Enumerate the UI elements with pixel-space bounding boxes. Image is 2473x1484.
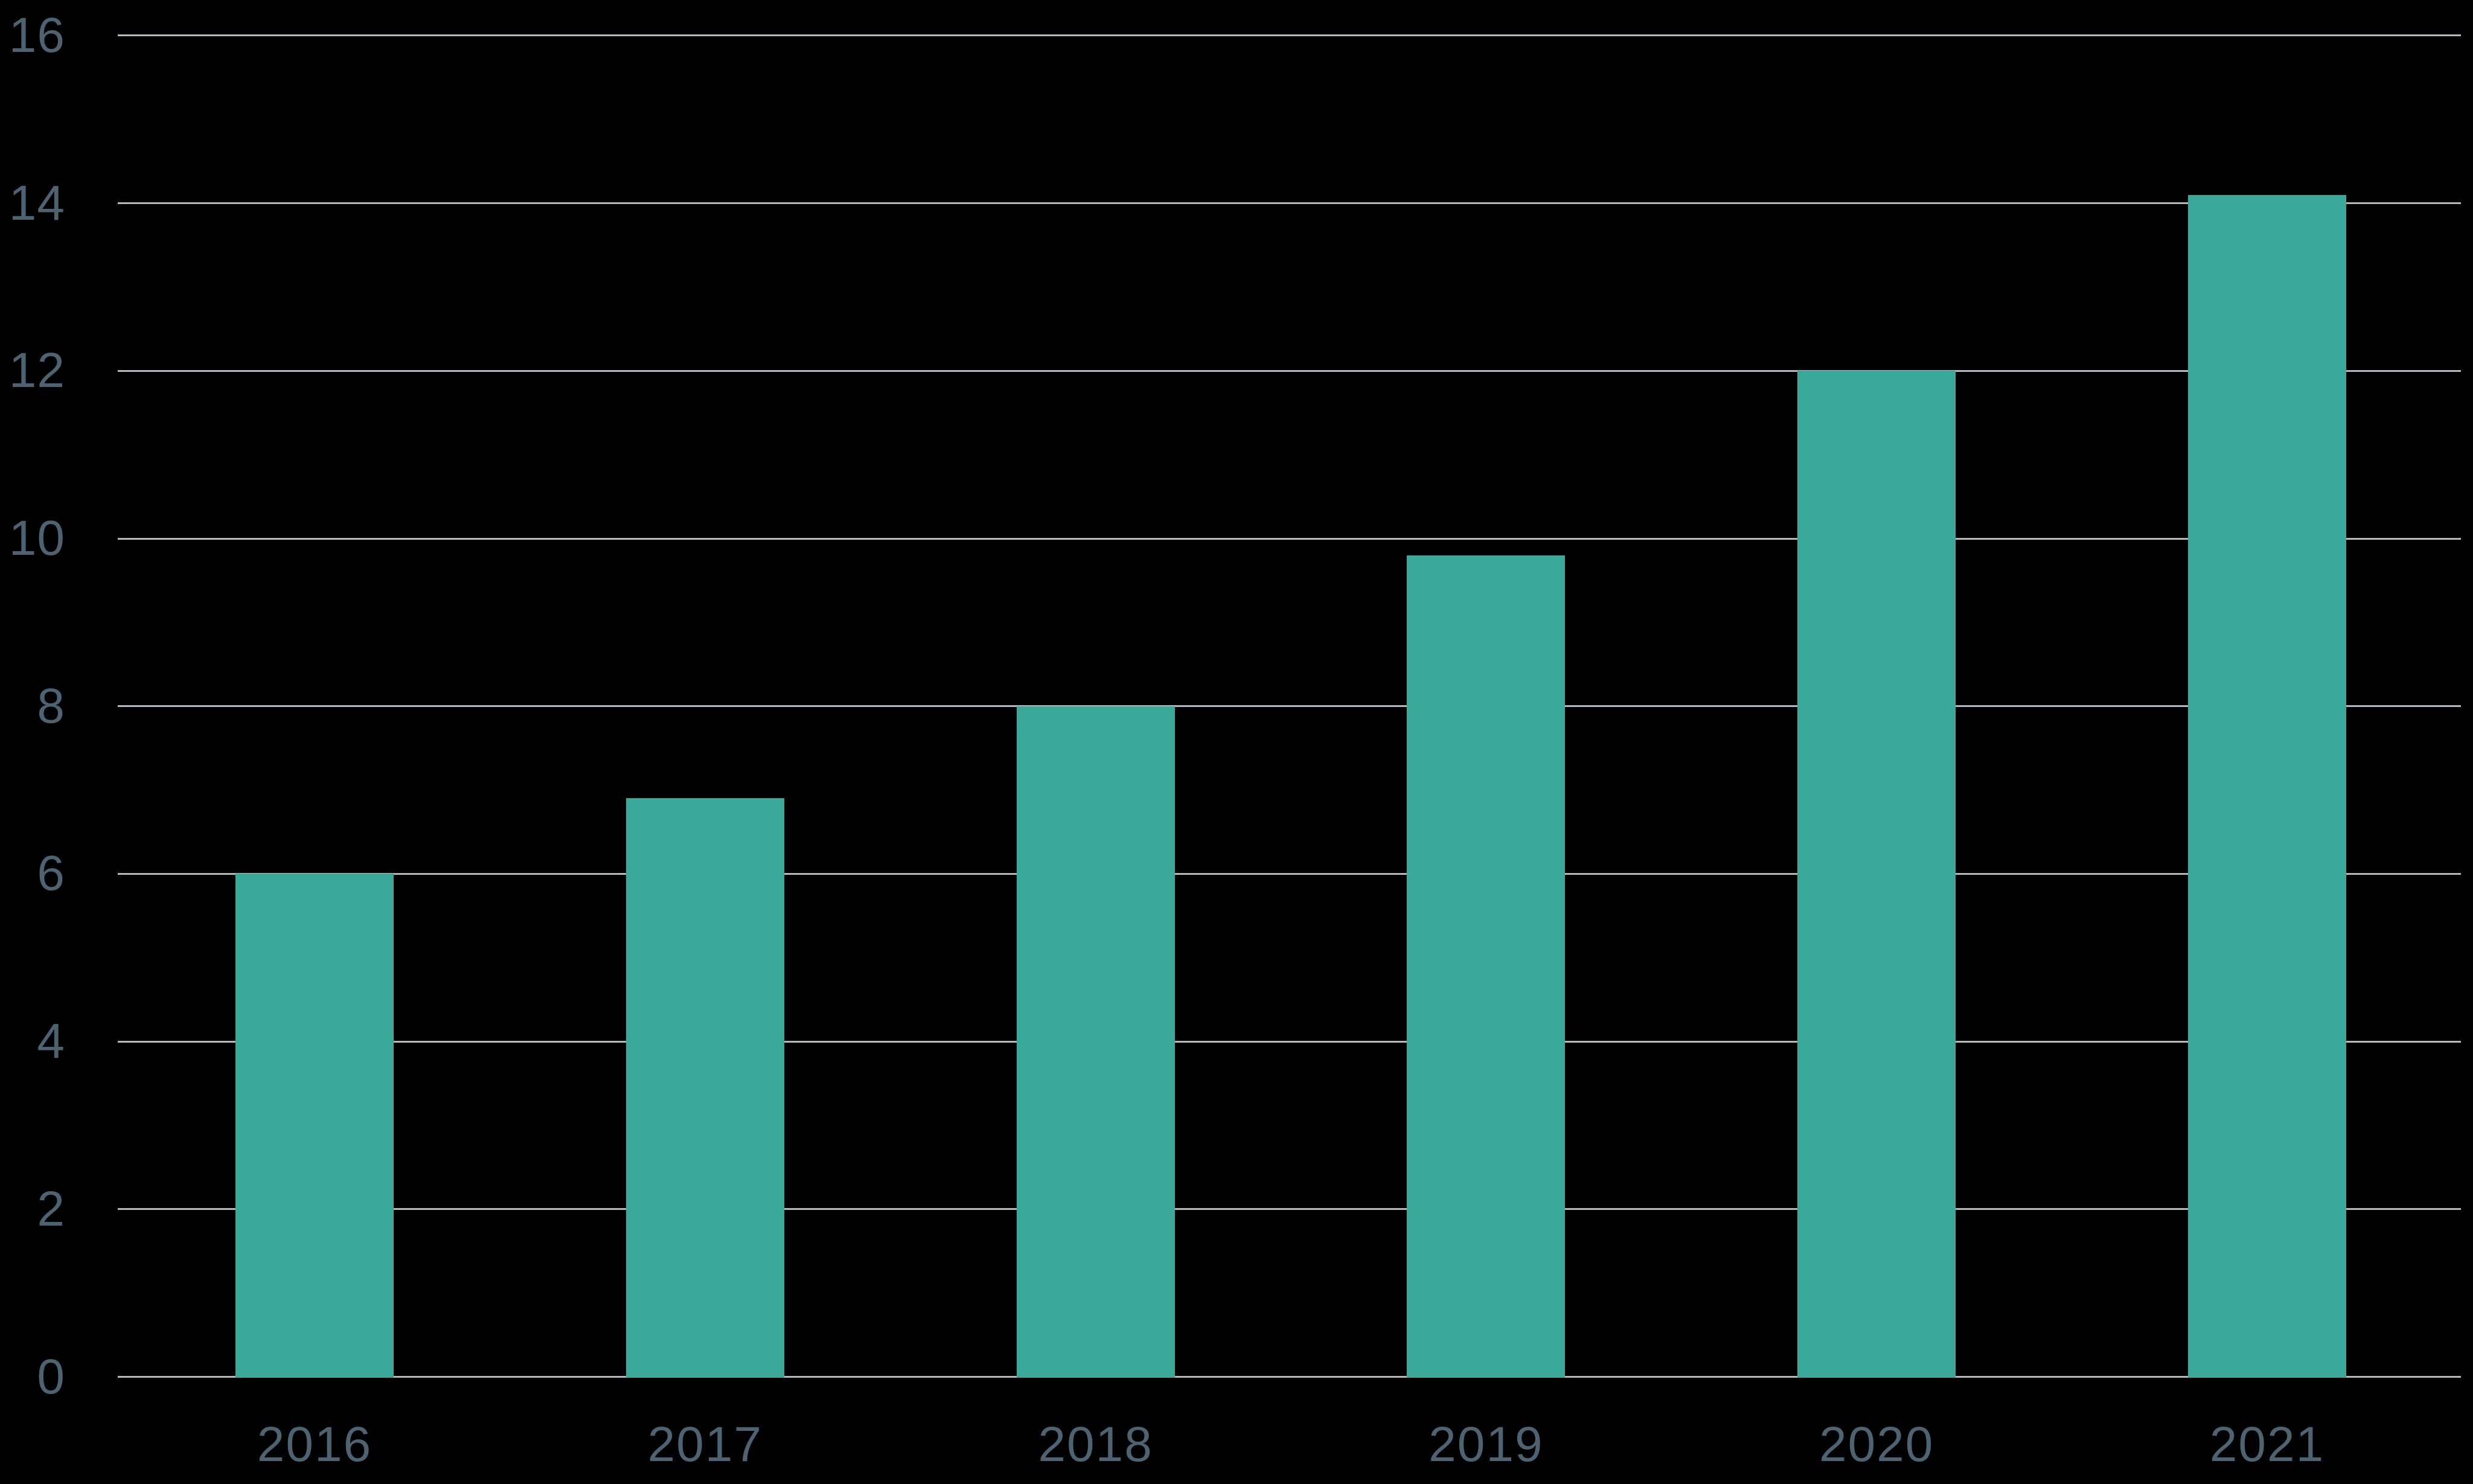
bar-2020 (1797, 371, 1956, 1378)
gridline-8 (118, 705, 2461, 708)
gridline-2 (118, 1208, 2461, 1211)
gridline-16 (118, 34, 2461, 37)
bar-2021 (2188, 194, 2346, 1378)
bar-2018 (1016, 706, 1175, 1378)
bar-2017 (625, 798, 784, 1378)
y-tick-label-4: 4 (37, 1014, 65, 1069)
y-tick-label-8: 8 (37, 678, 65, 734)
y-tick-label-12: 12 (8, 343, 65, 398)
gridline-6 (118, 872, 2461, 875)
bar-2016 (235, 874, 394, 1378)
gridline-12 (118, 369, 2461, 372)
x-tick-label-2021: 2021 (2209, 1417, 2325, 1472)
y-tick-label-6: 6 (37, 846, 65, 901)
y-tick-label-10: 10 (8, 511, 65, 566)
x-tick-label-2020: 2020 (1819, 1417, 1934, 1472)
bar-2019 (1407, 555, 1566, 1378)
gridline-10 (118, 537, 2461, 540)
y-tick-label-0: 0 (37, 1349, 65, 1404)
y-tick-label-2: 2 (37, 1181, 65, 1236)
x-tick-label-2017: 2017 (647, 1417, 763, 1472)
x-tick-label-2016: 2016 (257, 1417, 373, 1472)
gridline-4 (118, 1040, 2461, 1043)
gridline-14 (118, 202, 2461, 205)
y-tick-label-16: 16 (8, 7, 65, 63)
x-tick-label-2018: 2018 (1038, 1417, 1153, 1472)
x-tick-label-2019: 2019 (1428, 1417, 1544, 1472)
gridline-0 (118, 1376, 2461, 1378)
y-tick-label-14: 14 (8, 175, 65, 231)
